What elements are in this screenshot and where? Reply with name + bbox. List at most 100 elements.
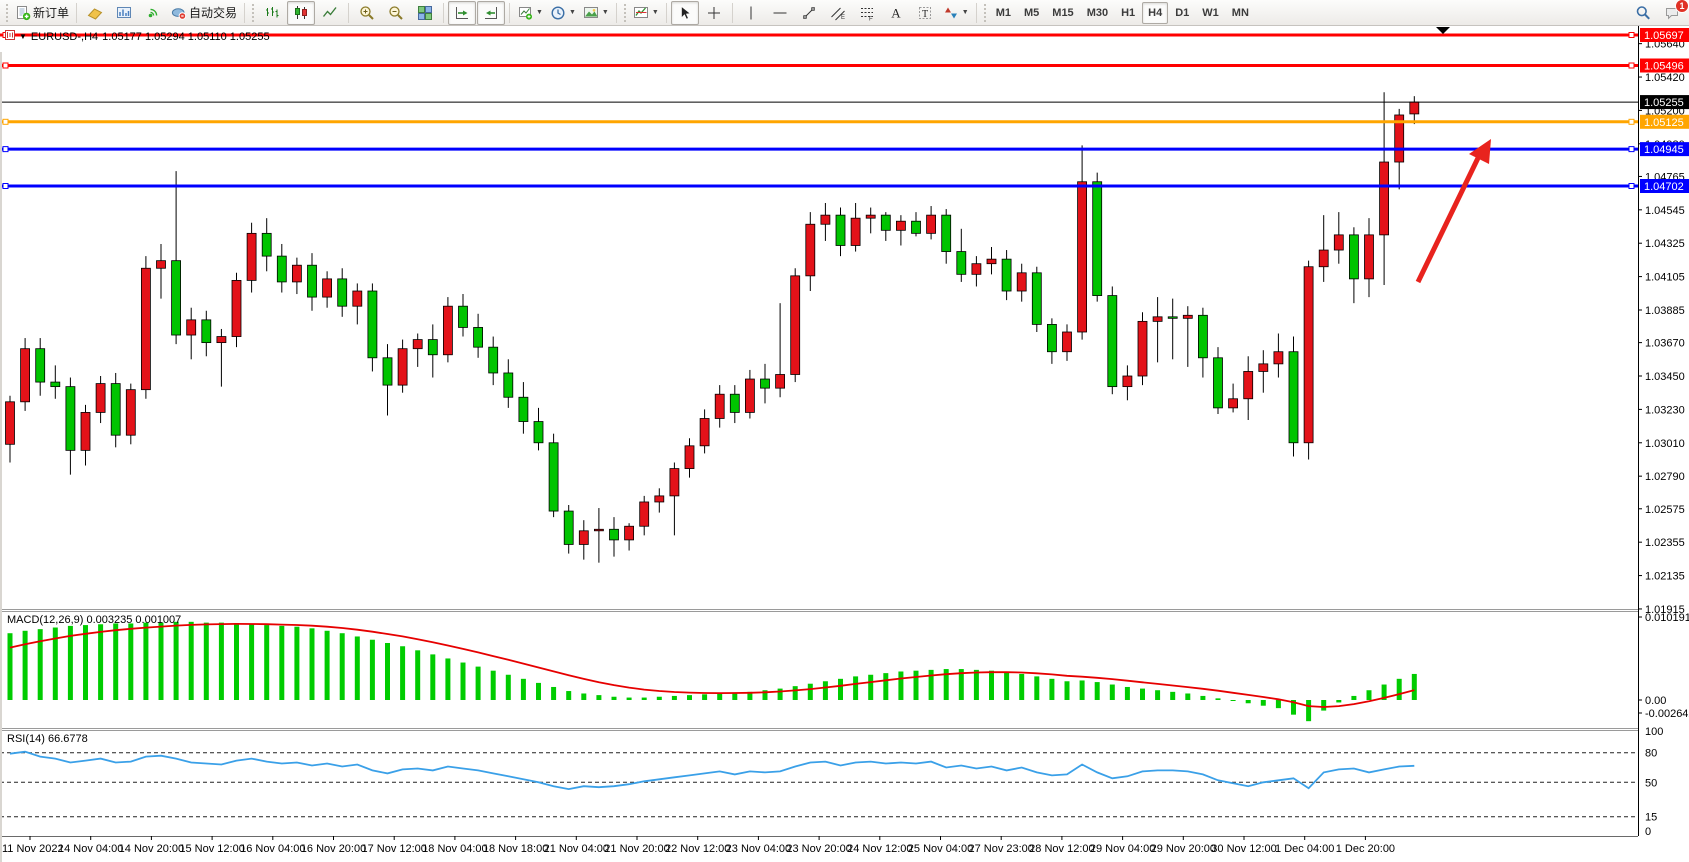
bull-candle [1062, 331, 1072, 353]
timeframe-button-m1[interactable]: M1 [995, 6, 1011, 19]
timeframe-button-w1[interactable]: W1 [1202, 6, 1219, 19]
chart-window: ▼ EURUSD-,H4 1.05177 1.05294 1.05110 1.0… [0, 26, 1689, 862]
terminal-button[interactable] [110, 1, 138, 25]
macd-histogram-bar [1306, 700, 1312, 722]
svg-text:A: A [891, 5, 901, 20]
toolbar-grip[interactable] [5, 3, 9, 22]
vertical-line-button[interactable] [737, 1, 765, 25]
bull-candle [594, 528, 604, 532]
auto-scroll-button[interactable] [448, 0, 477, 25]
bear-candle [473, 327, 484, 348]
timeframe-button-m30[interactable]: M30 [1086, 6, 1109, 19]
price-axis[interactable]: 1.056401.054201.052001.049801.047651.045… [1638, 26, 1689, 838]
line-anchor-handle[interactable] [1628, 62, 1635, 69]
notifications-button[interactable]: 1 [1658, 0, 1689, 25]
timeframe-button-m5[interactable]: M5 [1024, 6, 1040, 19]
pane-splitter[interactable] [0, 728, 1638, 731]
line-anchor-handle[interactable] [1628, 183, 1635, 190]
signals-button[interactable] [139, 1, 167, 25]
line-anchor-handle[interactable] [1628, 32, 1635, 38]
macd-histogram-bar [1079, 680, 1085, 700]
chart-shift-button[interactable] [477, 0, 506, 25]
chart-left-border [0, 52, 2, 862]
horizontal-line-button[interactable] [766, 1, 794, 25]
zoom-in-button[interactable] [353, 1, 381, 25]
bull-candle [140, 267, 151, 391]
pane-splitter[interactable] [0, 609, 1638, 612]
timeframe-button-h4[interactable]: H4 [1142, 1, 1169, 24]
bull-candle [578, 530, 589, 545]
line-anchor-handle[interactable] [2, 183, 9, 190]
fibonacci-button[interactable]: F [853, 1, 881, 25]
bear-candle [548, 442, 559, 512]
macd-histogram-bar [1411, 673, 1417, 700]
trend-arrow-annotation[interactable] [1415, 139, 1491, 284]
line-anchor-handle[interactable] [1628, 146, 1635, 153]
toolbar-grip[interactable] [982, 3, 987, 22]
new-order-button[interactable]: 新订单 [12, 1, 72, 25]
periods-icon [551, 5, 565, 20]
macd-histogram-bar [7, 633, 13, 700]
text-icon: A [891, 5, 901, 20]
sell-arrow-marker[interactable] [1436, 27, 1450, 34]
horizontal-line-1.05496[interactable] [0, 62, 1638, 69]
tile-windows-button[interactable] [411, 1, 439, 25]
line-anchor-handle[interactable] [2, 146, 9, 153]
price-tick-label: 1.05420 [1645, 72, 1685, 84]
toolbar-grip[interactable] [251, 3, 256, 22]
horizontal-line-1.04945[interactable] [0, 146, 1638, 153]
horizontal-line-1.04702[interactable] [0, 183, 1638, 190]
zoom-out-button[interactable] [382, 1, 410, 25]
search-button[interactable] [1629, 1, 1657, 25]
macd-histogram-bar [1155, 690, 1161, 700]
templates-button[interactable]: ▼ [580, 1, 612, 25]
macd-histogram-bar [1185, 693, 1191, 700]
toolbar-grip[interactable] [622, 3, 627, 22]
crosshair-button[interactable] [700, 1, 728, 25]
time-tick-label: 23 Nov 04:00 [726, 843, 791, 855]
line-anchor-handle[interactable] [1628, 118, 1635, 125]
horizontal-line-1.05125[interactable] [0, 118, 1638, 125]
new-chart-button[interactable]: ▼ [514, 1, 546, 25]
price-badge: 1.04702 [1640, 179, 1689, 194]
text-button[interactable]: A [882, 1, 910, 25]
bull-candle [745, 378, 755, 413]
time-tick-label: 18 Nov 18:00 [483, 843, 548, 855]
macd-tick-label: -0.002642 [1645, 708, 1689, 720]
chevron-down-icon: ▼ [601, 9, 609, 16]
macd-histogram-bar [1109, 684, 1115, 700]
timeframe-button-m15[interactable]: M15 [1052, 6, 1074, 19]
timeframe-button-d1[interactable]: D1 [1175, 6, 1190, 19]
macd-histogram-bar [1366, 690, 1372, 700]
autotrading-button[interactable]: 自动交易 [168, 1, 240, 25]
time-tick-label: 1 Dec 20:00 [1336, 843, 1395, 855]
periods-button[interactable]: ▼ [547, 1, 579, 25]
bull-candle [1409, 101, 1420, 115]
timeframe-button-mn[interactable]: MN [1231, 6, 1249, 19]
bear-candle [563, 510, 574, 545]
equidistant-channel-button[interactable]: E [824, 1, 852, 25]
text-label-button[interactable]: T [911, 1, 939, 25]
bull-candle [1394, 114, 1405, 163]
line-chart-button[interactable] [316, 1, 344, 25]
macd-histogram-bar [158, 622, 164, 700]
trendline-button[interactable] [795, 1, 823, 25]
rsi-line [9, 750, 1415, 791]
cursor-button[interactable] [670, 0, 699, 25]
candle-chart-button[interactable] [287, 0, 316, 25]
signals-icon [148, 8, 158, 17]
bull-candle [1137, 320, 1148, 377]
macd-histogram-bar [1019, 673, 1025, 700]
time-tick-label: 11 Nov 2022 [2, 843, 64, 855]
macd-histogram-bar [1215, 698, 1221, 700]
chart-menu-arrow-icon[interactable]: ▼ [19, 32, 27, 41]
timeframe-button-h1[interactable]: H1 [1121, 6, 1136, 19]
indicators-button[interactable]: ▼ [630, 1, 662, 25]
bear-candle [337, 278, 348, 307]
line-anchor-handle[interactable] [2, 62, 9, 69]
line-anchor-handle[interactable] [2, 118, 9, 125]
shapes-button[interactable]: ▼ [940, 1, 972, 25]
bar-chart-button[interactable] [258, 1, 286, 25]
charts-profile-button[interactable] [81, 1, 109, 25]
